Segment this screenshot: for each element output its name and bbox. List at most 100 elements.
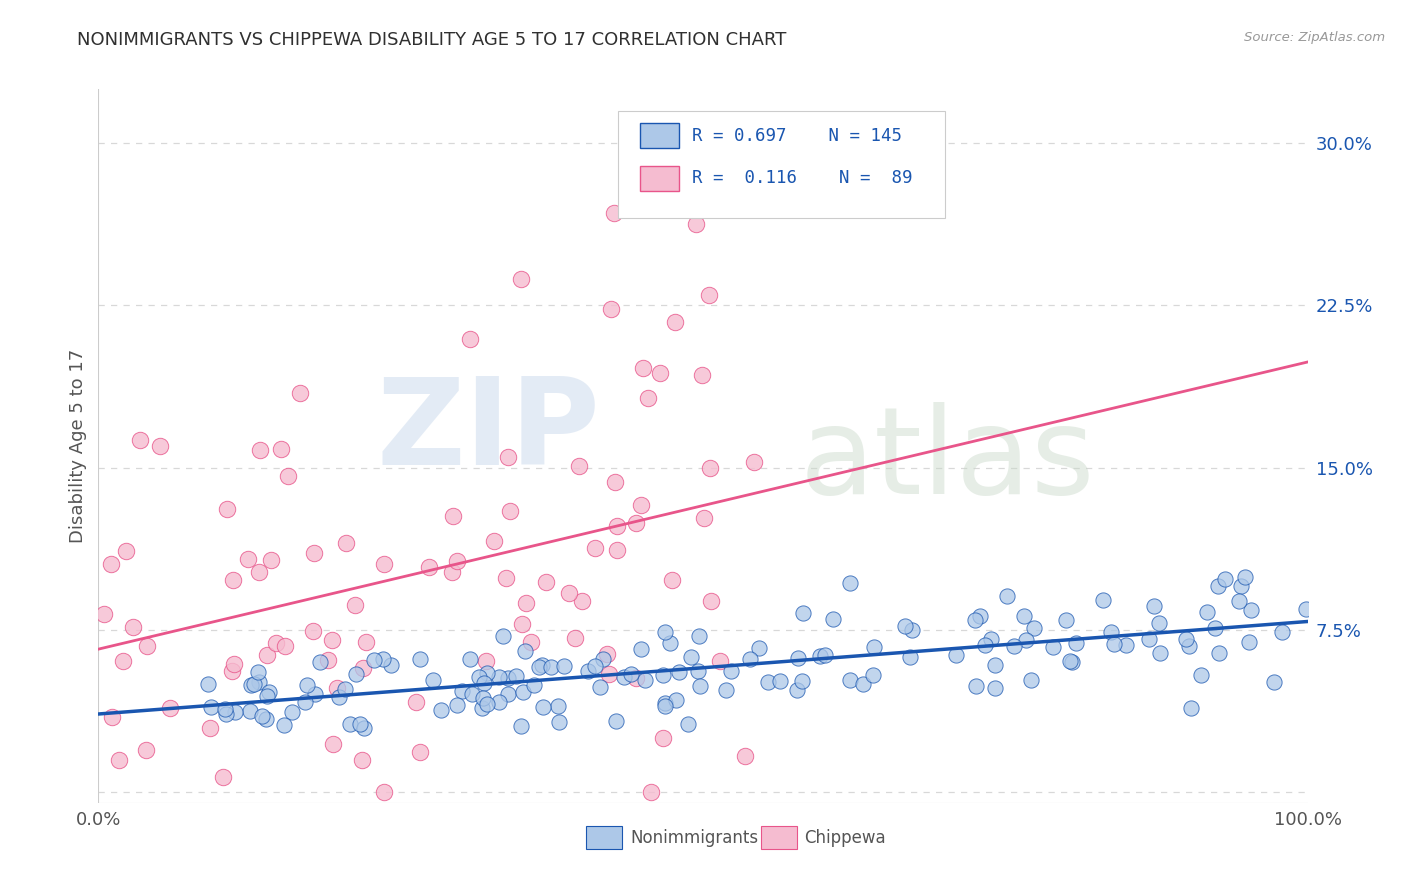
- Point: [446, 554, 468, 568]
- Point: [668, 665, 690, 680]
- Point: [322, 737, 344, 751]
- Point: [963, 613, 986, 627]
- Point: [603, 206, 626, 220]
- Point: [1149, 646, 1171, 660]
- Point: [1015, 632, 1038, 647]
- Point: [121, 620, 143, 634]
- Point: [624, 516, 647, 530]
- Point: [352, 661, 374, 675]
- Point: [688, 664, 710, 678]
- Point: [598, 667, 620, 681]
- Point: [1099, 624, 1122, 639]
- Point: [787, 651, 810, 665]
- Point: [1233, 570, 1256, 584]
- Point: [821, 612, 844, 626]
- Point: [471, 701, 494, 715]
- Point: [1178, 639, 1201, 653]
- Point: [1137, 632, 1160, 646]
- Point: [149, 439, 172, 453]
- Point: [273, 718, 295, 732]
- Point: [640, 785, 662, 799]
- Point: [606, 519, 628, 533]
- Point: [288, 385, 311, 400]
- Point: [1180, 701, 1202, 715]
- Point: [606, 542, 628, 557]
- Point: [304, 687, 326, 701]
- Point: [422, 673, 444, 688]
- Point: [838, 673, 860, 687]
- FancyBboxPatch shape: [586, 826, 621, 849]
- Point: [634, 673, 657, 687]
- Point: [264, 636, 287, 650]
- Point: [405, 695, 427, 709]
- Point: [215, 707, 238, 722]
- Point: [553, 659, 575, 673]
- Point: [488, 695, 510, 709]
- Point: [247, 675, 270, 690]
- Point: [531, 699, 554, 714]
- Point: [769, 674, 792, 689]
- Point: [460, 687, 482, 701]
- Point: [256, 690, 278, 704]
- Point: [983, 681, 1005, 695]
- Point: [451, 684, 474, 698]
- Point: [302, 546, 325, 560]
- Point: [603, 475, 626, 490]
- Point: [679, 649, 702, 664]
- Point: [328, 690, 350, 704]
- Point: [522, 678, 544, 692]
- Point: [531, 658, 554, 673]
- Point: [700, 594, 723, 608]
- Point: [224, 705, 246, 719]
- Point: [215, 501, 238, 516]
- Point: [259, 685, 281, 699]
- Point: [505, 669, 527, 683]
- Point: [239, 705, 262, 719]
- Point: [654, 696, 676, 710]
- Point: [1092, 592, 1115, 607]
- Point: [1064, 636, 1087, 650]
- Point: [540, 659, 562, 673]
- Point: [247, 565, 270, 579]
- Point: [654, 699, 676, 714]
- Point: [692, 511, 714, 525]
- Point: [512, 685, 534, 699]
- Point: [596, 647, 619, 661]
- Text: R = 0.697    N = 145: R = 0.697 N = 145: [692, 127, 903, 145]
- Text: ZIP: ZIP: [377, 373, 600, 491]
- Point: [373, 558, 395, 572]
- Point: [129, 433, 152, 447]
- Point: [458, 652, 481, 666]
- Point: [159, 701, 181, 715]
- FancyBboxPatch shape: [761, 826, 797, 849]
- Point: [247, 665, 270, 679]
- Text: Chippewa: Chippewa: [804, 829, 886, 847]
- Point: [281, 706, 304, 720]
- Point: [1102, 637, 1125, 651]
- Point: [274, 640, 297, 654]
- Point: [651, 668, 673, 682]
- Point: [734, 749, 756, 764]
- Point: [965, 679, 987, 693]
- Point: [583, 541, 606, 555]
- Point: [637, 392, 659, 406]
- Point: [786, 683, 808, 698]
- Point: [482, 534, 505, 549]
- Point: [631, 360, 654, 375]
- Point: [583, 659, 606, 673]
- Point: [472, 691, 495, 706]
- Point: [605, 714, 627, 728]
- Point: [295, 678, 318, 692]
- Point: [1204, 621, 1226, 635]
- Text: atlas: atlas: [800, 401, 1095, 519]
- Point: [863, 640, 886, 654]
- Point: [1059, 655, 1081, 669]
- Point: [214, 702, 236, 716]
- Point: [699, 461, 721, 475]
- Point: [1002, 640, 1025, 654]
- Point: [107, 753, 129, 767]
- FancyBboxPatch shape: [619, 111, 945, 218]
- Point: [277, 468, 299, 483]
- Point: [430, 702, 453, 716]
- Point: [748, 640, 770, 655]
